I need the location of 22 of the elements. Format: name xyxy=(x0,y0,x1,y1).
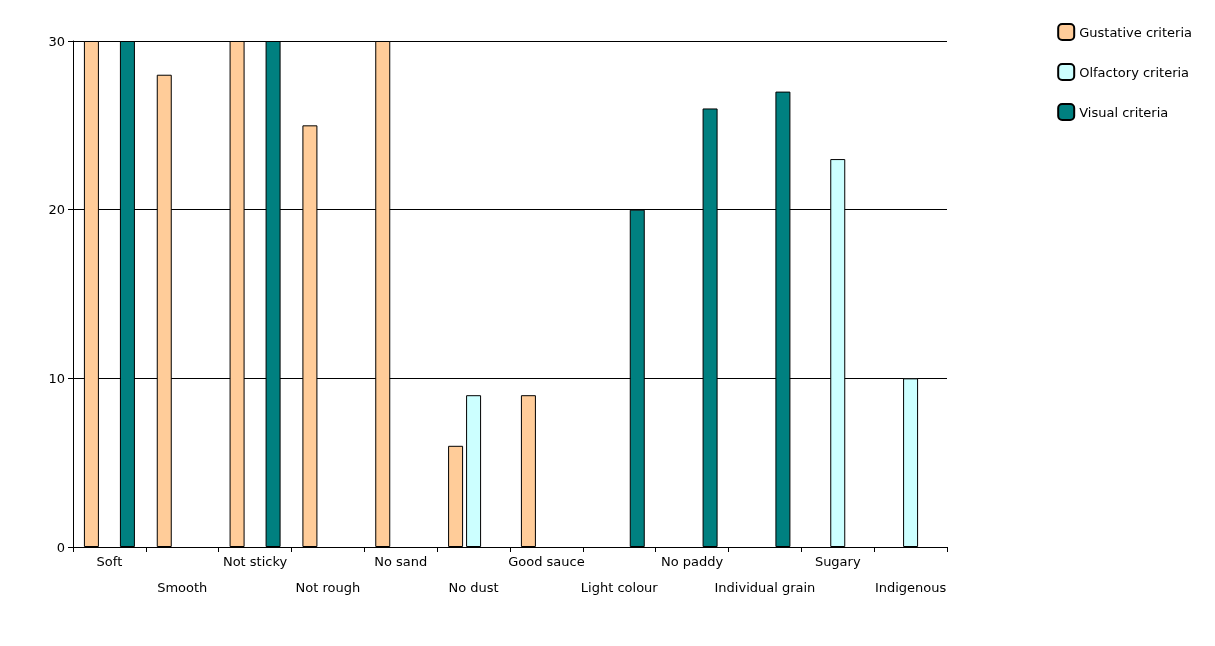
legend-label: Visual criteria xyxy=(1079,104,1169,120)
x-tick-label: Sugary xyxy=(814,554,861,569)
x-tick-label: No paddy xyxy=(660,554,724,569)
x-tick-label: Good sauce xyxy=(508,554,585,569)
y-tick-label: 20 xyxy=(48,202,65,218)
x-tick-label: Individual grain xyxy=(714,580,816,595)
x-tick-label: Light colour xyxy=(580,580,659,595)
x-tick-label: Not rough xyxy=(295,580,361,595)
x-tick-label: Soft xyxy=(96,554,123,569)
y-tick-label: 0 xyxy=(56,539,65,555)
bar xyxy=(448,445,464,547)
x-tick-label: Smooth xyxy=(157,580,208,595)
x-tick-label: No dust xyxy=(448,580,499,595)
bar xyxy=(520,395,536,547)
x-tick-label: No sand xyxy=(374,554,428,569)
x-tick-label: Not sticky xyxy=(222,554,288,569)
legend-label: Gustative criteria xyxy=(1079,24,1193,40)
bar xyxy=(466,395,482,547)
y-tick-label: 30 xyxy=(48,33,65,49)
x-tick-label: Indigenous xyxy=(874,580,947,595)
legend-label: Olfactory criteria xyxy=(1079,64,1190,80)
y-tick-label: 10 xyxy=(48,370,65,386)
